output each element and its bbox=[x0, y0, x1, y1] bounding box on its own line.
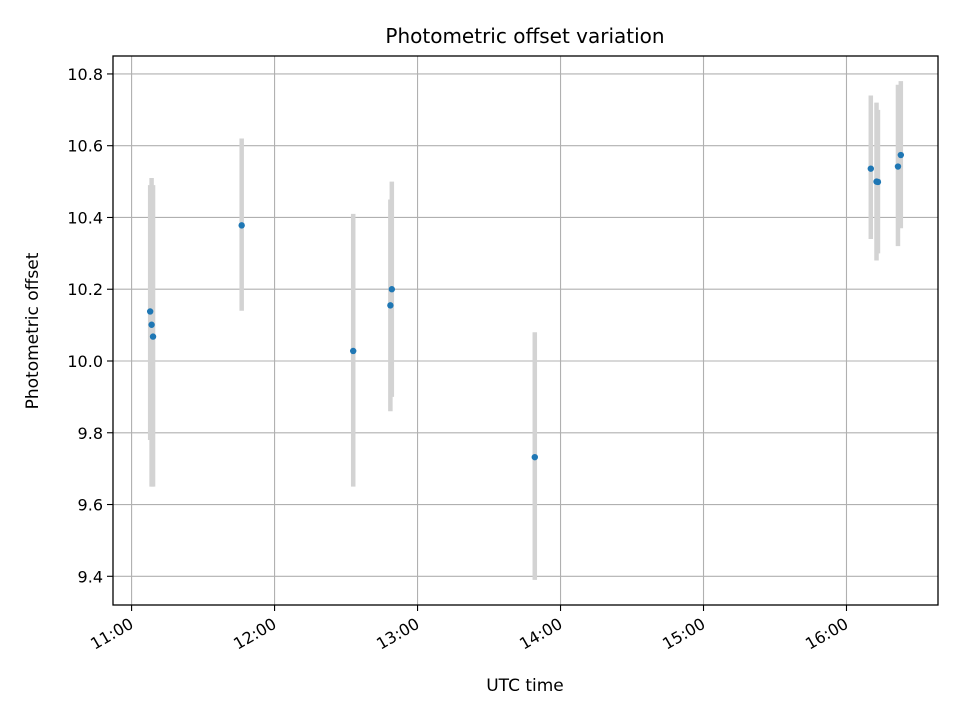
x-tick-label: 13:00 bbox=[373, 614, 422, 654]
data-point bbox=[149, 333, 157, 340]
plot-frame bbox=[112, 55, 939, 606]
data-point bbox=[388, 286, 396, 293]
x-axis-ticks: 11:00 12:00 13:00 14:00 15:00 16:00 bbox=[87, 605, 851, 654]
data-point bbox=[350, 347, 357, 355]
data-point bbox=[874, 178, 882, 186]
data-points bbox=[146, 151, 905, 461]
data-point bbox=[894, 163, 902, 170]
x-axis-label: UTC time bbox=[486, 676, 564, 696]
grid bbox=[113, 56, 938, 605]
y-axis-label: Photometric offset bbox=[23, 252, 43, 409]
y-axis-ticks: 9.4 9.6 9.8 10.0 10.2 10.4 10.6 10.8 bbox=[67, 65, 113, 586]
data-point bbox=[531, 453, 538, 461]
y-tick-label: 9.4 bbox=[78, 567, 103, 586]
data-point bbox=[867, 165, 874, 172]
y-tick-label: 10.2 bbox=[67, 280, 103, 299]
x-tick-label: 11:00 bbox=[87, 614, 136, 654]
x-tick-label: 14:00 bbox=[516, 614, 565, 654]
data-point bbox=[146, 308, 154, 315]
x-tick-label: 16:00 bbox=[802, 614, 851, 654]
data-point bbox=[238, 222, 245, 229]
x-tick-label: 15:00 bbox=[659, 614, 708, 654]
y-tick-label: 9.8 bbox=[78, 424, 103, 443]
y-tick-label: 9.6 bbox=[78, 496, 103, 515]
y-tick-label: 10.6 bbox=[67, 137, 103, 156]
chart-title: Photometric offset variation bbox=[385, 24, 664, 48]
y-tick-label: 10.0 bbox=[67, 352, 103, 371]
y-tick-label: 10.4 bbox=[67, 208, 103, 227]
y-tick-label: 10.8 bbox=[67, 65, 103, 84]
data-point bbox=[897, 151, 905, 159]
data-point bbox=[148, 321, 155, 328]
data-point bbox=[387, 302, 394, 309]
x-tick-label: 12:00 bbox=[230, 614, 279, 654]
